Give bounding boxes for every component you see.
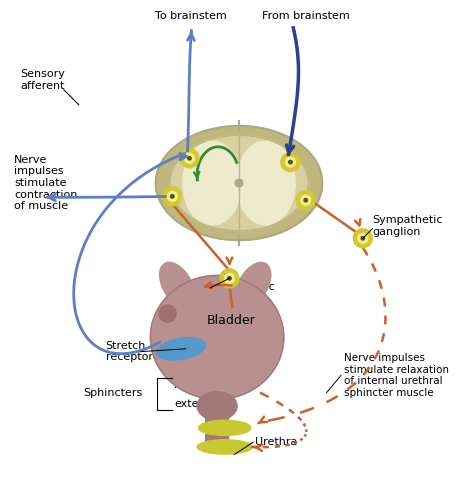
Text: Sphincters: Sphincters (84, 387, 143, 398)
Circle shape (281, 153, 300, 172)
Text: Bladder: Bladder (207, 314, 256, 326)
Ellipse shape (236, 263, 271, 307)
Ellipse shape (155, 126, 322, 240)
Circle shape (225, 273, 235, 283)
Circle shape (285, 157, 295, 167)
Ellipse shape (150, 275, 284, 399)
FancyBboxPatch shape (206, 395, 228, 442)
Circle shape (304, 199, 308, 202)
Ellipse shape (197, 392, 237, 420)
Text: Sympathetic
ganglion: Sympathetic ganglion (373, 215, 443, 237)
Circle shape (289, 161, 292, 164)
Text: Sensory
afferent: Sensory afferent (20, 69, 65, 91)
Circle shape (220, 269, 239, 288)
Ellipse shape (160, 263, 195, 307)
Circle shape (171, 195, 174, 198)
Circle shape (235, 179, 243, 187)
Text: Urethra: Urethra (255, 437, 298, 447)
Text: Parasympathetic
ganglion: Parasympathetic ganglion (182, 282, 276, 304)
Ellipse shape (236, 141, 295, 225)
Ellipse shape (170, 136, 308, 231)
Text: From brainstem: From brainstem (262, 11, 349, 21)
Text: Stretch
receptor: Stretch receptor (106, 341, 153, 363)
Circle shape (300, 195, 311, 205)
Ellipse shape (197, 440, 252, 454)
Circle shape (167, 191, 177, 202)
Ellipse shape (156, 338, 205, 360)
Circle shape (180, 149, 199, 168)
Circle shape (185, 153, 195, 163)
Circle shape (353, 229, 373, 248)
Circle shape (358, 233, 368, 243)
Circle shape (159, 305, 176, 322)
Ellipse shape (183, 141, 242, 225)
Text: external: external (174, 399, 220, 409)
Circle shape (361, 237, 365, 240)
Text: Nerve
impulses
stimulate
contraction
of muscle: Nerve impulses stimulate contraction of … (14, 155, 78, 211)
Circle shape (163, 187, 182, 206)
Circle shape (296, 191, 315, 210)
Circle shape (188, 157, 191, 160)
Text: To brainstem: To brainstem (155, 11, 227, 21)
Text: Nerve impulses
stimulate relaxation
of internal urethral
sphincter muscle: Nerve impulses stimulate relaxation of i… (344, 353, 449, 398)
Ellipse shape (198, 420, 251, 435)
Text: internal: internal (174, 380, 217, 390)
Circle shape (228, 277, 231, 280)
